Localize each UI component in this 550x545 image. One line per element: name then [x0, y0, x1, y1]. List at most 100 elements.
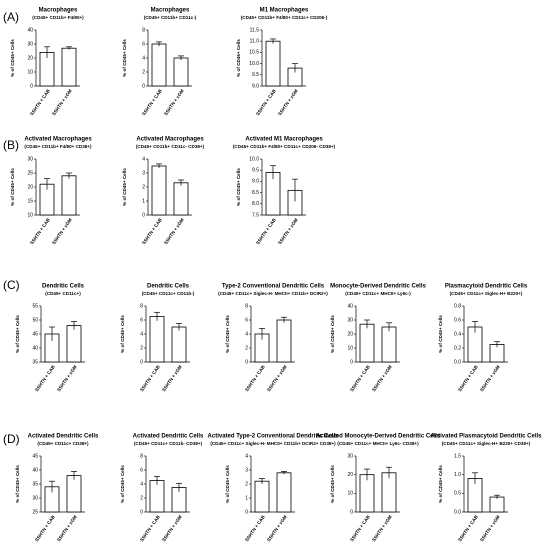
y-tick-label: 30 [27, 41, 33, 47]
chart-title: Macrophages [39, 8, 78, 14]
y-tick-label: 9.5 [252, 168, 259, 174]
y-tick-label: 40 [27, 27, 33, 33]
panel-label: (A) [3, 10, 19, 24]
chart-title: M1 Macrophages [260, 8, 309, 14]
chart-subtitle: (CD45+ CD11b+ CD11c- CD38+) [136, 144, 205, 149]
x-tick-label: SSHTN + xGM [266, 514, 288, 542]
y-tick-label: 0 [245, 359, 248, 365]
y-tick-label: 4 [142, 55, 145, 61]
y-axis-label: % of CD45+ Cells [15, 315, 20, 353]
x-tick-label: SSHTN + CAB [244, 364, 266, 393]
x-tick-label: SSHTN + CAB [255, 88, 277, 117]
y-tick-label: 1.5 [454, 453, 461, 459]
y-tick-label: 9.0 [252, 179, 259, 185]
chart-subtitle: (CD45+ CD11c+ CD11b-) [142, 291, 195, 296]
x-tick-label: SSHTN + xGM [371, 514, 393, 542]
y-tick-label: 2 [245, 481, 248, 487]
y-tick-label: 20 [347, 472, 353, 478]
x-tick-label: SSHTN + xGM [51, 217, 73, 245]
x-tick-label: SSHTN + xGM [479, 514, 501, 542]
y-tick-label: 9.0 [252, 83, 259, 89]
y-tick-label: 35 [32, 359, 38, 365]
y-tick-label: 0 [350, 509, 353, 515]
y-tick-label: 0.8 [454, 303, 461, 309]
y-tick-label: 40 [32, 467, 38, 473]
bar [66, 325, 82, 363]
chart-subtitle: (CD45+ CD11c+ Siglec-H+ B220+) [450, 291, 523, 296]
x-tick-label: SSHTN + xGM [371, 364, 393, 392]
y-tick-label: 3 [142, 170, 145, 176]
y-tick-label: 7.5 [252, 212, 259, 218]
y-tick-label: 6 [245, 317, 248, 323]
y-axis-label: % of CD45+ Cells [236, 39, 241, 77]
y-axis-label: % of CD45+ Cells [225, 315, 230, 353]
chart-title: Activated Monocyte-Derived Dendritic Cel… [316, 434, 441, 440]
y-tick-label: 0.5 [454, 491, 461, 497]
panel-label: (C) [3, 278, 20, 292]
bar [381, 326, 397, 363]
y-tick-label: 1 [142, 198, 145, 204]
chart-title: Dendritic Cells [147, 284, 190, 290]
chart-title: Activated Type-2 Conventional Dendritic … [208, 434, 340, 440]
y-axis-label: % of CD45+ Cells [10, 39, 15, 77]
y-axis-label: % of CD45+ Cells [122, 168, 127, 206]
bar [66, 475, 82, 513]
x-tick-label: SSHTN + xGM [163, 217, 185, 245]
chart-subtitle: (CD45+ CD11b+ F4/80+ CD11c+ CD206- CD38+… [233, 144, 336, 149]
x-tick-label: SSHTN + CAB [349, 514, 371, 543]
y-tick-label: 45 [32, 453, 38, 459]
y-tick-label: 20 [27, 184, 33, 190]
y-tick-label: 8 [140, 453, 143, 459]
bar [254, 480, 270, 513]
y-tick-label: 8 [142, 27, 145, 33]
x-tick-label: SSHTN + xGM [56, 514, 78, 542]
bar [173, 182, 189, 216]
y-tick-label: 2 [142, 69, 145, 75]
chart-title: Plasmacytoid Dendritic Cells [445, 284, 528, 290]
y-tick-label: 0 [245, 509, 248, 515]
chart-title: Activated Macrophages [136, 137, 204, 143]
x-tick-label: SSHTN + CAB [29, 217, 51, 246]
y-tick-label: 10.0 [249, 61, 259, 67]
y-tick-label: 4 [245, 453, 248, 459]
y-tick-label: 45 [32, 331, 38, 337]
y-tick-label: 2 [140, 495, 143, 501]
y-tick-label: 0 [30, 83, 33, 89]
chart-subtitle: (CD45+ CD11c+ Siglec-H- MHCII+ CD11b+ DC… [218, 291, 328, 296]
x-tick-label: SSHTN + xGM [163, 88, 185, 116]
x-tick-label: SSHTN + CAB [141, 217, 163, 246]
x-tick-label: SSHTN + xGM [479, 364, 501, 392]
y-tick-label: 0.4 [454, 331, 461, 337]
panel-label: (B) [3, 138, 19, 152]
x-tick-label: SSHTN + xGM [277, 217, 299, 245]
y-tick-label: 8 [245, 303, 248, 309]
bar [359, 323, 375, 363]
y-tick-label: 4 [140, 481, 143, 487]
y-tick-label: 20 [347, 331, 353, 337]
y-tick-label: 1.0 [454, 472, 461, 478]
y-tick-label: 4 [140, 331, 143, 337]
x-tick-label: SSHTN + CAB [139, 364, 161, 393]
chart-subtitle: (CD45+ CD11c+) [45, 291, 81, 296]
y-tick-label: 2 [140, 345, 143, 351]
y-tick-label: 55 [32, 303, 38, 309]
bar [151, 43, 167, 87]
bar [61, 47, 77, 87]
bar [171, 326, 187, 363]
bar [61, 175, 77, 216]
bar [149, 480, 165, 513]
x-tick-label: SSHTN + CAB [139, 514, 161, 543]
y-tick-label: 15 [27, 198, 33, 204]
y-tick-label: 50 [32, 317, 38, 323]
y-tick-label: 30 [347, 453, 353, 459]
y-tick-label: 8.5 [252, 190, 259, 196]
y-tick-label: 0 [140, 359, 143, 365]
y-tick-label: 11.0 [250, 39, 260, 45]
y-tick-label: 10.0 [249, 156, 259, 162]
chart-subtitle: (CD45+ CD11b+ F4/80+) [32, 15, 84, 20]
y-axis-label: % of CD45+ Cells [15, 465, 20, 503]
x-tick-label: SSHTN + CAB [457, 364, 479, 393]
y-axis-label: % of CD45+ Cells [122, 39, 127, 77]
chart-subtitle: (CD45+ CD11c+ Siglec-H- MHCII+ CD11b+ DC… [210, 441, 336, 446]
